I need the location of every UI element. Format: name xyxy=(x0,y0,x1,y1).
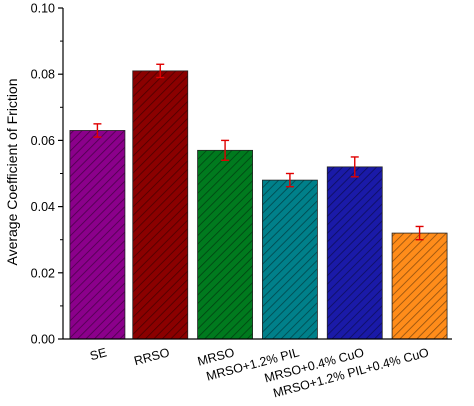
bars-layer xyxy=(69,70,448,340)
bar-1 xyxy=(132,70,189,340)
bar-2 xyxy=(197,149,253,340)
bar-5 xyxy=(391,232,448,340)
y-tick-label-0: 0.00 xyxy=(31,333,55,347)
y-tick-label-2: 0.04 xyxy=(31,200,55,214)
y-tick-label-1: 0.02 xyxy=(31,266,55,280)
bar-0 xyxy=(69,130,126,340)
y-tick-label-3: 0.06 xyxy=(31,134,55,148)
axes-layer: 0.00 0.02 0.04 0.06 0.08 0.10 xyxy=(31,2,452,347)
bar-4 xyxy=(326,166,383,340)
y-tick-label-4: 0.08 xyxy=(31,68,55,82)
category-label-1: RRSO xyxy=(133,345,172,368)
error-bars-layer xyxy=(93,63,424,241)
category-label-0: SE xyxy=(88,345,108,363)
y-axis-title: Average Coefficient of Friction xyxy=(4,78,20,265)
y-tick-label-5: 0.10 xyxy=(31,2,55,16)
bar-3 xyxy=(262,179,318,340)
